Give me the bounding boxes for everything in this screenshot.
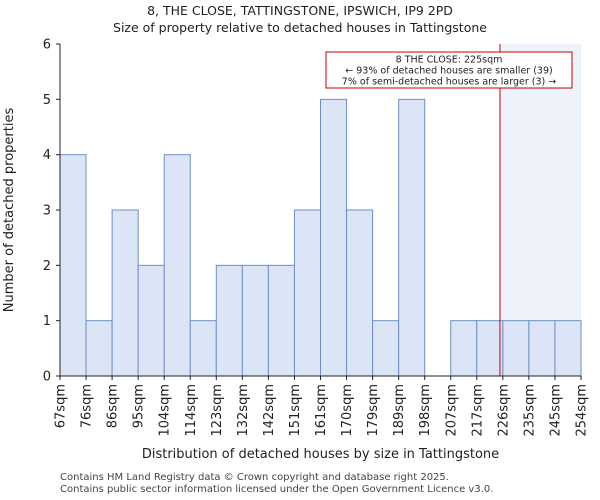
x-tick-label: 198sqm: [418, 384, 433, 437]
annotation-line: 8 THE CLOSE: 225sqm: [396, 55, 503, 66]
histogram-bar[interactable]: [111, 209, 139, 377]
y-tick-label: 5: [43, 93, 51, 108]
histogram-bar[interactable]: [372, 320, 400, 377]
chart-title: 8, THE CLOSE, TATTINGSTONE, IPSWICH, IP9…: [147, 3, 453, 18]
x-tick-label: 245sqm: [548, 384, 563, 437]
y-tick-label: 0: [43, 370, 51, 385]
annotation-line: ← 93% of detached houses are smaller (39…: [345, 66, 552, 77]
x-tick-label: 254sqm: [575, 384, 590, 437]
x-tick-label: 179sqm: [366, 384, 381, 437]
histogram-bar[interactable]: [215, 264, 243, 377]
histogram-bar[interactable]: [163, 154, 191, 377]
x-tick-label: 132sqm: [236, 384, 251, 437]
y-axis-title: Number of detached properties: [2, 108, 17, 313]
annotation-box: [325, 51, 573, 89]
x-tick-label: 161sqm: [314, 384, 329, 437]
x-axis-title: Distribution of detached houses by size …: [142, 447, 499, 462]
histogram-bar[interactable]: [398, 98, 426, 377]
histogram-bar[interactable]: [450, 320, 478, 377]
footer-licence: Contains public sector information licen…: [60, 484, 494, 495]
histogram-bar[interactable]: [320, 98, 348, 377]
x-tick-label: 104sqm: [158, 384, 173, 437]
y-tick-label: 3: [43, 204, 51, 219]
x-tick-label: 76sqm: [80, 384, 95, 428]
histogram-bar[interactable]: [59, 154, 87, 377]
x-tick-label: 123sqm: [210, 384, 225, 437]
plot-area: 0 1 2 3 4 5 6 67sqm 76sqm 86sqm 95sqm 104sqm 114sqm 1…: [2, 38, 590, 463]
x-tick-label: 86sqm: [106, 384, 121, 428]
chart-subtitle: Size of property relative to detached ho…: [113, 20, 487, 35]
x-tick-label: 142sqm: [262, 384, 277, 437]
x-tick-label: 207sqm: [444, 384, 459, 437]
histogram-bar[interactable]: [476, 320, 504, 377]
y-tick-label: 1: [43, 314, 51, 329]
histogram-bar[interactable]: [189, 320, 217, 377]
annotation-line: 7% of semi-detached houses are larger (3…: [342, 77, 556, 88]
y-tick-label: 2: [43, 259, 51, 274]
y-tick-label: 4: [43, 148, 51, 163]
y-tick-label: 6: [43, 38, 51, 53]
histogram-bar[interactable]: [554, 320, 582, 377]
histogram-bar[interactable]: [137, 264, 165, 377]
x-tick-label: 67sqm: [54, 384, 69, 428]
x-tick-label: 235sqm: [522, 384, 537, 437]
histogram-bar[interactable]: [346, 209, 374, 377]
x-tick-label: 170sqm: [340, 384, 355, 437]
histogram-bar[interactable]: [241, 264, 269, 377]
x-tick-label: 95sqm: [132, 384, 147, 428]
footer-copyright: Contains HM Land Registry data © Crown c…: [60, 472, 449, 483]
histogram-bar[interactable]: [267, 264, 295, 377]
x-tick-label: 217sqm: [470, 384, 485, 437]
histogram-bar[interactable]: [293, 209, 322, 377]
x-tick-label: 151sqm: [288, 384, 303, 437]
x-tick-label: 189sqm: [392, 384, 407, 437]
x-tick-label: 114sqm: [184, 384, 199, 437]
x-tick-label: 226sqm: [496, 384, 511, 437]
histogram-bar[interactable]: [502, 320, 530, 377]
histogram-bar[interactable]: [85, 320, 113, 377]
histogram-bar[interactable]: [528, 320, 556, 377]
